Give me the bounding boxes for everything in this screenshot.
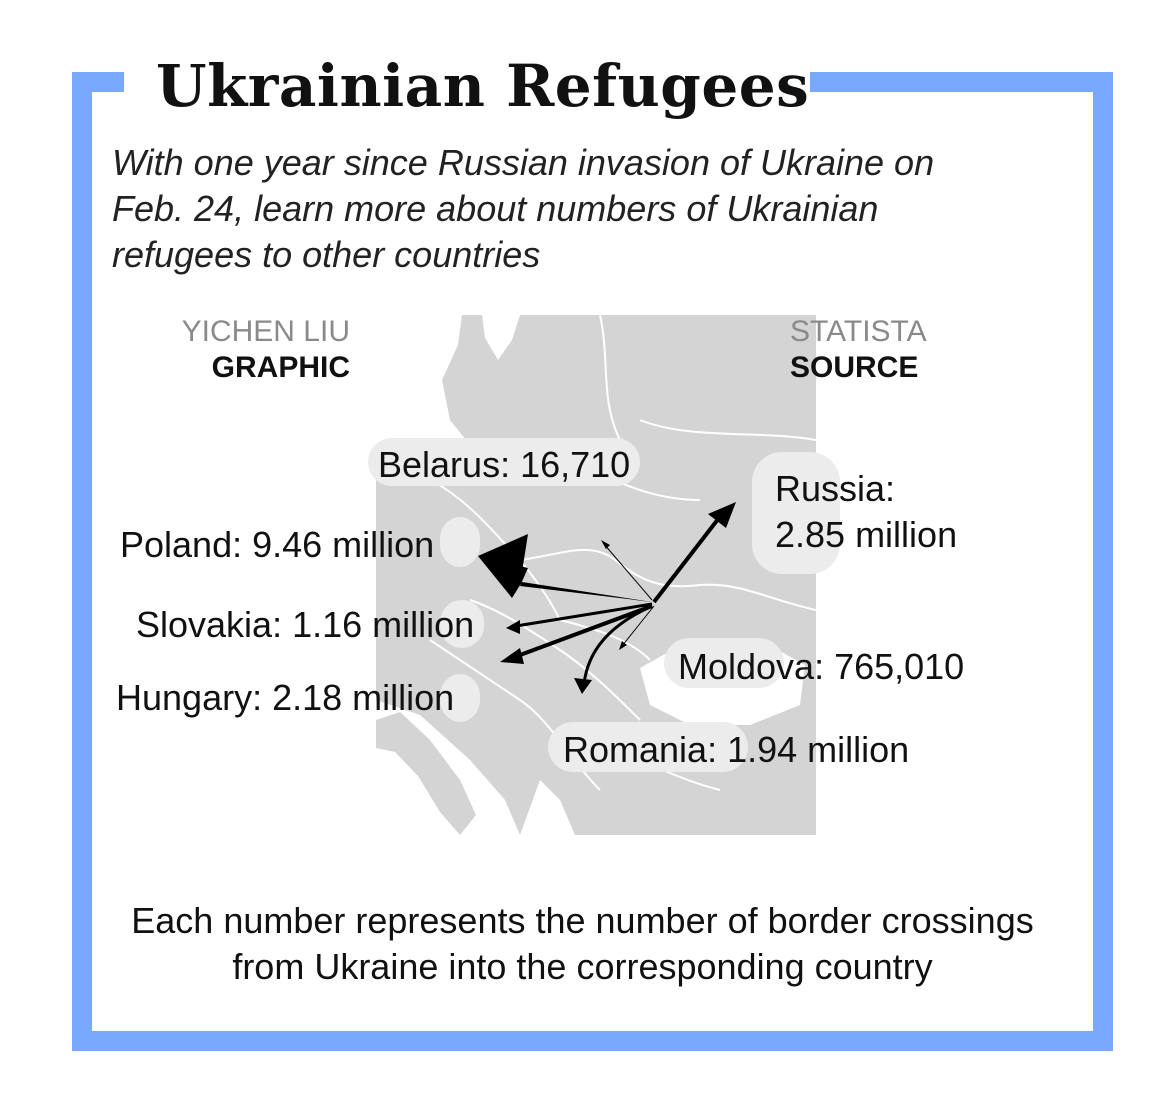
source-credit: STATISTA SOURCE — [790, 314, 976, 386]
russia-label-bg — [752, 452, 840, 574]
arrowhead-slovakia — [506, 620, 520, 634]
label-slovakia: Slovakia: 1.16 million — [136, 604, 474, 645]
poland-label-bg — [440, 517, 480, 567]
slovakia-label-bg — [440, 600, 484, 648]
moldova-label-bg — [664, 638, 784, 688]
graphic-credit: YICHEN LIU GRAPHIC — [150, 314, 350, 386]
arrow-romania — [582, 604, 653, 685]
label-belarus: Belarus: 16,710 — [378, 444, 630, 485]
label-russia-line2: 2.85 million — [775, 514, 957, 555]
graphic-label: GRAPHIC — [211, 351, 350, 384]
graphic-author: YICHEN LIU — [181, 315, 350, 348]
label-moldova: Moldova: 765,010 — [678, 646, 964, 687]
arrowhead-romania — [574, 678, 592, 694]
label-romania: Romania: 1.94 million — [563, 729, 909, 770]
arrow-moldova — [621, 605, 655, 647]
page-title: Ukrainian Refugees — [156, 52, 810, 120]
land-italy — [376, 712, 476, 835]
arrowhead-poland — [478, 534, 528, 572]
source-name: STATISTA — [790, 315, 927, 348]
label-poland: Poland: 9.46 million — [120, 524, 434, 565]
arrowhead-belarus — [601, 540, 610, 549]
belarus-label-bg — [368, 438, 640, 486]
arrowhead-russia — [708, 502, 736, 528]
arrow-slovakia — [515, 602, 653, 628]
footnote: Each number represents the number of bor… — [131, 900, 1034, 987]
flow-arrows — [478, 502, 736, 694]
arrowhead-moldova — [619, 641, 627, 650]
sea-gulf — [482, 315, 520, 360]
title-backdrop — [124, 48, 810, 128]
arrowhead-hungary — [500, 648, 524, 664]
sea-aegean — [520, 780, 575, 835]
arrow-belarus — [603, 543, 653, 601]
label-hungary: Hungary: 2.18 million — [116, 677, 454, 718]
subtitle: With one year since Russian invasion of … — [112, 142, 935, 275]
label-russia-line1: Russia: — [775, 468, 895, 509]
arrow-hungary — [511, 604, 653, 660]
hungary-label-bg — [440, 674, 480, 722]
romania-label-bg — [548, 722, 748, 772]
source-label: SOURCE — [790, 351, 919, 384]
arrow-russia — [652, 512, 724, 604]
